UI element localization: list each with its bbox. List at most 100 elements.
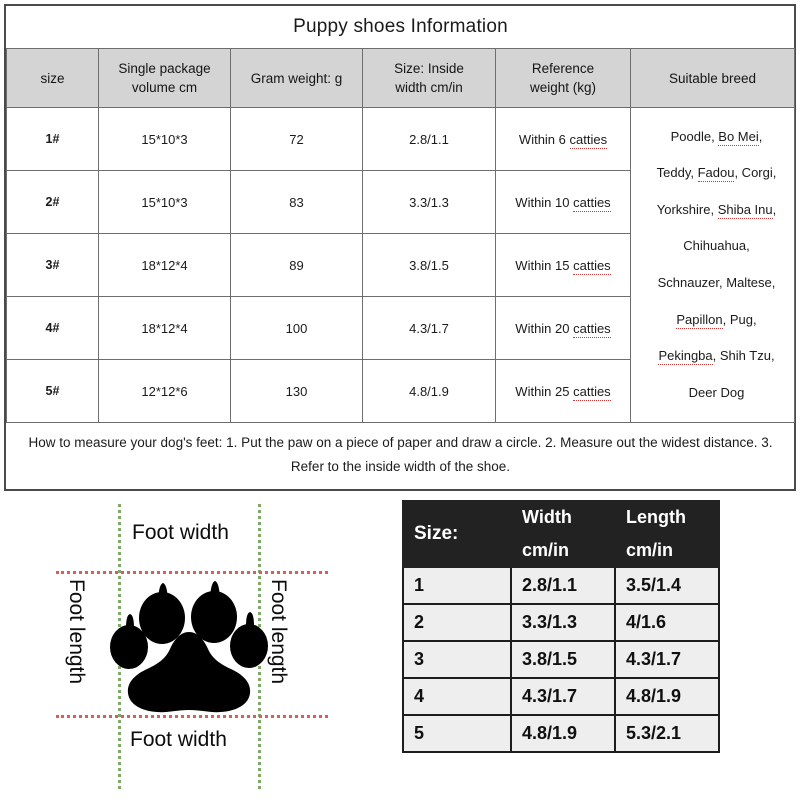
breed-line: Papillon, Pug, [639, 302, 794, 339]
table-row: 2# 15*10*3 83 3.3/1.3 Within 10 catties [6, 170, 795, 234]
ref-prefix: Within 15 [515, 257, 574, 273]
table-row: 4 4.3/1.7 4.8/1.9 [402, 677, 720, 716]
cell-width: 2.8/1.1 [510, 566, 616, 605]
label-foot-width-top: Foot width [132, 521, 229, 544]
header-line: size [40, 70, 65, 86]
cell-size: 3 [402, 640, 512, 679]
table-row: 1 2.8/1.1 3.5/1.4 [402, 566, 720, 605]
ref-prefix: Within 6 [518, 131, 570, 147]
cell-volume: 15*10*3 [98, 170, 231, 234]
cell-inside-width: 4.8/1.9 [362, 359, 496, 423]
breed-line: Poodle, Bo Mei, [639, 119, 794, 156]
title-row: Puppy shoes Information [6, 6, 795, 49]
table-row: 5 4.8/1.9 5.3/2.1 [402, 714, 720, 753]
table-row: 1# 15*10*3 72 2.8/1.1 Within 6 catties P… [6, 107, 795, 423]
cell-gram-weight: 89 [230, 233, 363, 297]
cell-size: 2# [6, 170, 99, 234]
cell-inside-width: 4.3/1.7 [362, 296, 496, 360]
column-header-gram-weight: Gram weight: g [230, 48, 363, 108]
cell-volume: 12*12*6 [98, 359, 231, 423]
table-row: 4# 18*12*4 100 4.3/1.7 Within 20 catties [6, 296, 795, 360]
column-header-suitable-breed: Suitable breed [630, 48, 795, 108]
table-row: 3# 18*12*4 89 3.8/1.5 Within 15 catties [6, 233, 795, 297]
breed-line: Teddy, Fadou, Corgi, [639, 155, 794, 192]
guide-line-horizontal-top [56, 571, 328, 574]
cell-width: 3.3/1.3 [510, 603, 616, 642]
cell-size: 1 [402, 566, 512, 605]
cell-volume: 18*12*4 [98, 296, 231, 360]
breed-marked: Papillon [676, 311, 723, 329]
breed-plain: Schnauzer, Maltese, [657, 275, 776, 290]
breed-plain: Teddy, [656, 165, 698, 181]
cell-reference-weight: Within 15 catties [495, 233, 631, 297]
breed-tail: , [772, 201, 777, 217]
cell-width: 3.8/1.5 [510, 640, 616, 679]
breed-line: Schnauzer, Maltese, [639, 265, 794, 302]
header-line: weight (kg) [529, 80, 597, 95]
sizes-header-row-1: Size: Width Length [402, 500, 720, 568]
breed-marked: Pekingba [658, 348, 713, 366]
breed-marked: Bo Mei [718, 128, 759, 146]
ref-prefix: Within 10 [515, 194, 574, 210]
cell-length: 3.5/1.4 [614, 566, 720, 605]
sizes-header-row-2: cm/in cm/in [403, 533, 720, 568]
cell-size: 5 [402, 714, 512, 753]
cell-volume: 15*10*3 [98, 107, 231, 171]
ref-unit: catties [569, 131, 608, 149]
breed-tail: , [758, 128, 763, 144]
cell-gram-weight: 130 [230, 359, 363, 423]
breed-plain: Chihuahua, [683, 238, 750, 254]
breed-tail: , Shih Tzu, [712, 348, 775, 364]
ref-prefix: Within 20 [515, 320, 574, 336]
cell-reference-weight: Within 10 catties [495, 170, 631, 234]
cell-reference-weight: Within 25 catties [495, 359, 631, 423]
measurement-instructions: How to measure your dog's feet: 1. Put t… [6, 422, 795, 489]
dog-paw-icon [110, 581, 268, 713]
cell-size: 3# [6, 233, 99, 297]
column-header-inside-width: Size: Inside width cm/in [362, 48, 496, 108]
ref-unit: catties [573, 383, 611, 401]
header-line: volume cm [131, 80, 198, 95]
sizes-header-length: Length [614, 500, 720, 535]
sizes-header-width-unit: cm/in [510, 533, 616, 568]
breed-line: Deer Dog [639, 375, 794, 412]
sizes-header-width: Width [510, 500, 616, 535]
ref-unit: catties [573, 320, 611, 338]
size-chart-table: Size: Width Length cm/in cm/in 1 2.8/1.1… [402, 500, 720, 753]
cell-volume: 18*12*4 [98, 233, 231, 297]
breed-marked: Fadou [697, 165, 735, 183]
cell-inside-width: 3.8/1.5 [362, 233, 496, 297]
cell-reference-weight: Within 6 catties [495, 107, 631, 171]
column-header-package-volume: Single package volume cm [98, 48, 231, 108]
spec-table: Puppy shoes Information size Single pack… [6, 6, 795, 489]
column-header-reference-weight: Reference weight (kg) [495, 48, 631, 108]
cell-size: 4# [6, 296, 99, 360]
cell-inside-width: 2.8/1.1 [362, 107, 496, 171]
header-line: Size: Inside [394, 61, 464, 76]
table-row: 2 3.3/1.3 4/1.6 [402, 603, 720, 642]
cell-size: 2 [402, 603, 512, 642]
cell-length: 5.3/2.1 [614, 714, 720, 753]
breed-plain: Poodle, [670, 128, 719, 144]
breed-line: Yorkshire, Shiba Inu, [639, 192, 794, 229]
breed-tail: , Pug, [722, 311, 757, 327]
ref-unit: catties [573, 194, 611, 212]
label-foot-width-bottom: Foot width [130, 728, 227, 751]
cell-length: 4/1.6 [614, 603, 720, 642]
cell-size: 4 [402, 677, 512, 716]
cell-gram-weight: 83 [230, 170, 363, 234]
breed-plain: Yorkshire, [656, 201, 718, 217]
breed-marked: Shiba Inu [717, 201, 773, 219]
table-row: 3 3.8/1.5 4.3/1.7 [402, 640, 720, 679]
table-row: 5# 12*12*6 130 4.8/1.9 Within 25 catties [6, 359, 795, 423]
header-line: Single package [118, 61, 211, 76]
header-row: size Single package volume cm Gram weigh… [6, 48, 795, 108]
cell-reference-weight: Within 20 catties [495, 296, 631, 360]
cell-inside-width: 3.3/1.3 [362, 170, 496, 234]
note-row: How to measure your dog's feet: 1. Put t… [6, 422, 795, 489]
header-line: Gram weight: g [250, 70, 343, 86]
cell-width: 4.8/1.9 [510, 714, 616, 753]
puppy-shoes-info-table: Puppy shoes Information size Single pack… [4, 4, 796, 491]
label-foot-length-left: Foot length [65, 579, 88, 685]
breed-plain: Deer Dog [688, 384, 745, 400]
